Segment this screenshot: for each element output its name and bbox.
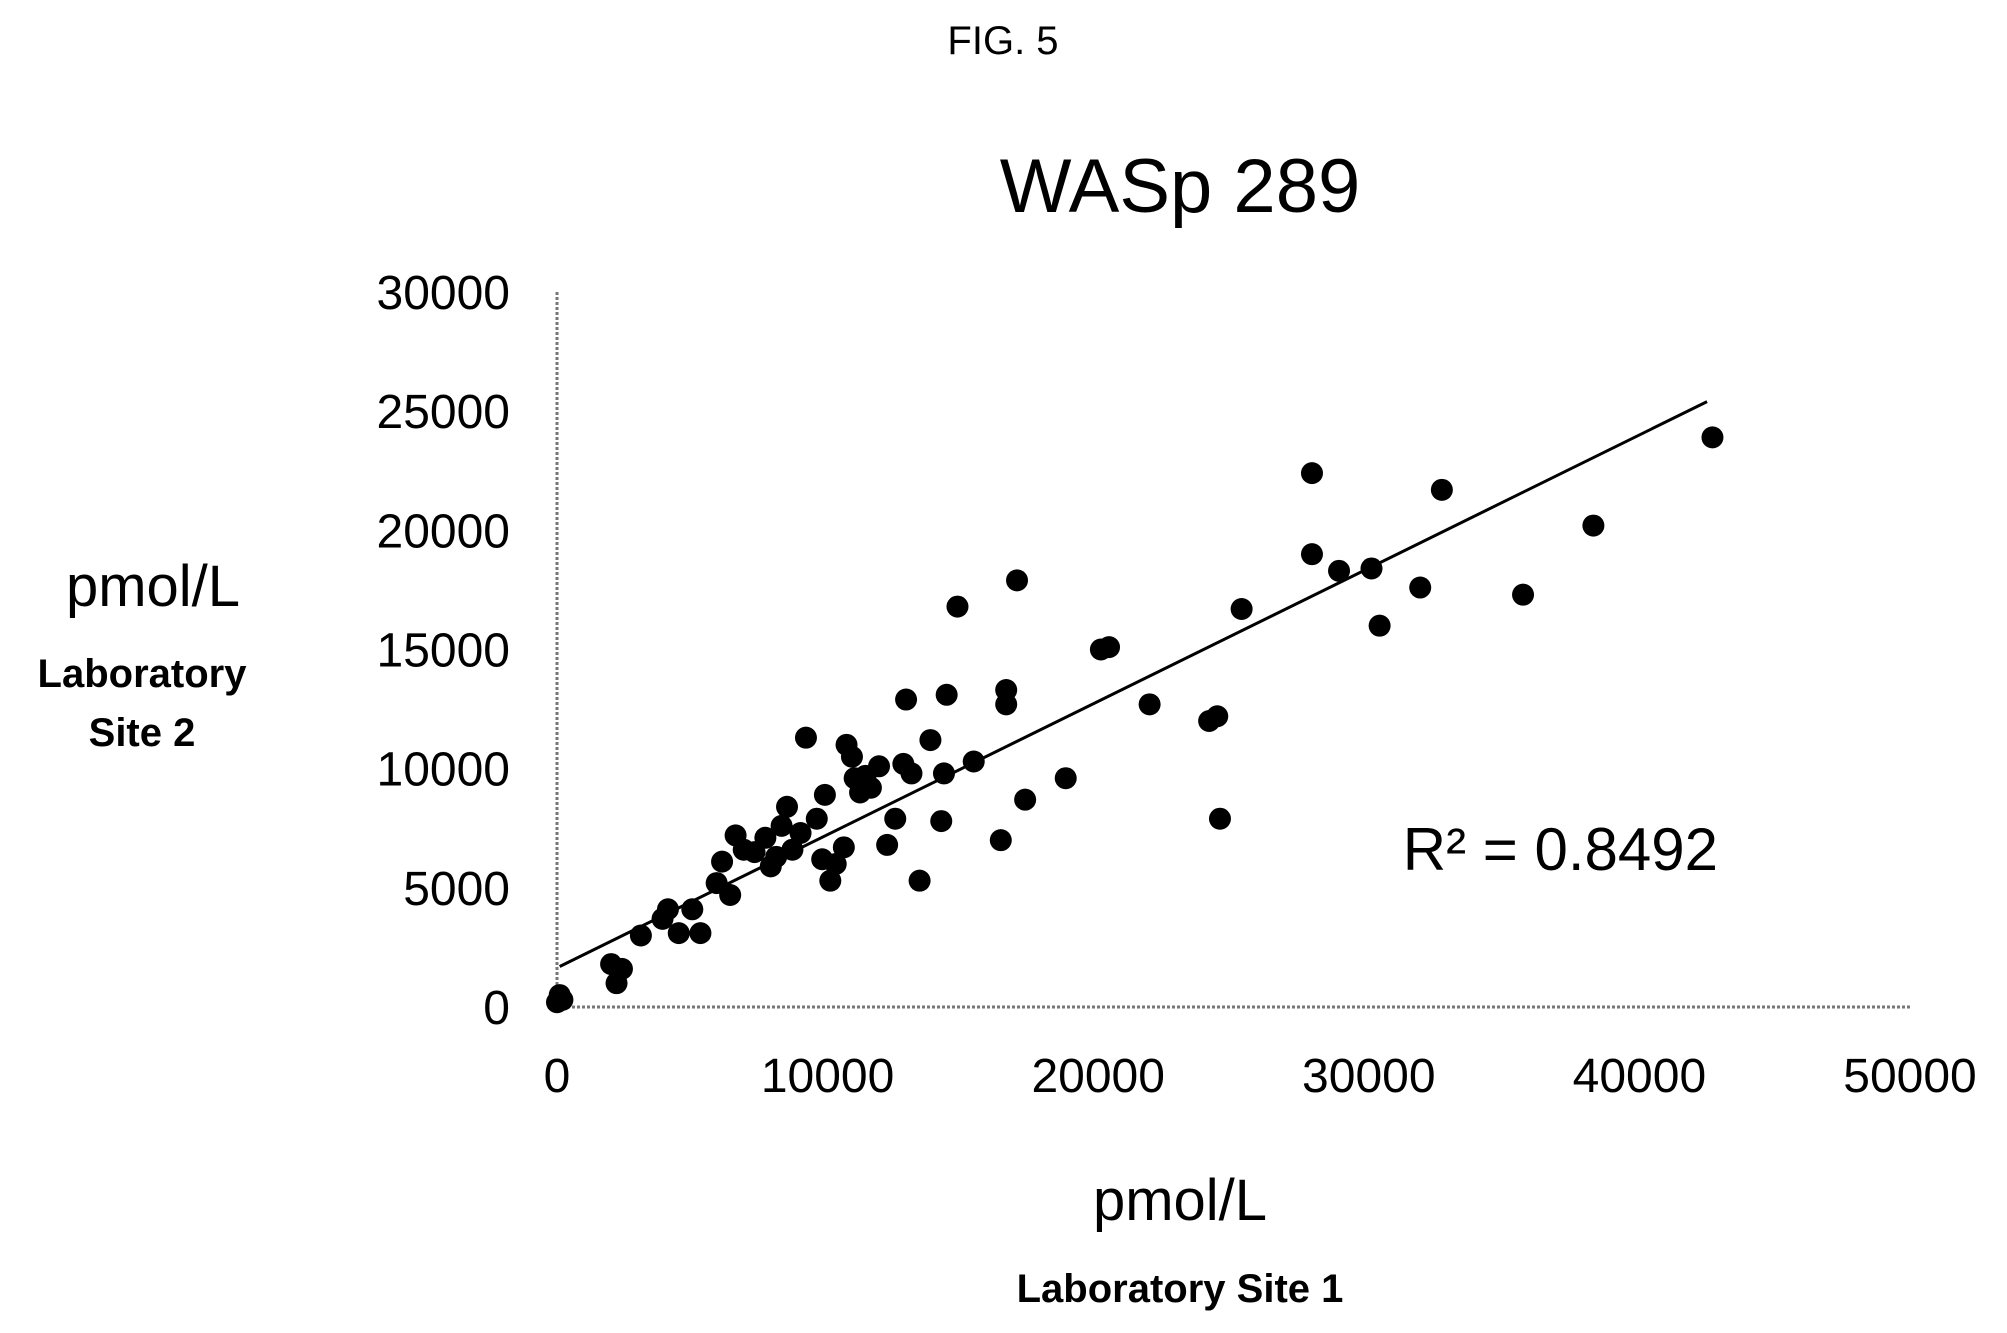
data-point bbox=[1368, 614, 1391, 637]
x-axis-title: pmol/L Laboratory Site 1 bbox=[1017, 1168, 1344, 1311]
data-point bbox=[895, 688, 918, 711]
data-point bbox=[1409, 576, 1432, 599]
data-point bbox=[819, 869, 842, 892]
data-point bbox=[832, 836, 855, 859]
data-point bbox=[930, 810, 953, 833]
y-tick-label: 20000 bbox=[377, 505, 510, 558]
data-point bbox=[1054, 767, 1077, 790]
y-tick-label: 0 bbox=[483, 982, 510, 1035]
data-point bbox=[1138, 693, 1161, 716]
data-point bbox=[1206, 705, 1229, 728]
data-point bbox=[794, 726, 817, 749]
data-point bbox=[1006, 569, 1029, 592]
x-tick-labels: 0 10000 20000 30000 40000 50000 bbox=[544, 1050, 1977, 1103]
data-point bbox=[840, 745, 863, 768]
trendline bbox=[559, 400, 1708, 968]
data-point bbox=[754, 826, 777, 849]
data-point bbox=[1430, 478, 1453, 501]
x-tick-label: 20000 bbox=[1031, 1050, 1164, 1103]
data-point bbox=[667, 922, 690, 945]
y-tick-labels: 0 5000 10000 15000 20000 25000 30000 bbox=[377, 267, 510, 1035]
data-point bbox=[935, 683, 958, 706]
data-point bbox=[789, 822, 812, 845]
data-point bbox=[1208, 807, 1231, 830]
data-point bbox=[900, 762, 923, 785]
data-point bbox=[1328, 559, 1351, 582]
y-tick-label: 30000 bbox=[377, 267, 510, 320]
data-point bbox=[884, 807, 907, 830]
data-point bbox=[776, 795, 799, 818]
x-tick-label: 10000 bbox=[761, 1050, 894, 1103]
y-axis-site-label-line-2: Site 2 bbox=[89, 711, 196, 755]
data-point bbox=[1098, 636, 1121, 659]
y-tick-label: 25000 bbox=[377, 386, 510, 439]
data-point bbox=[908, 869, 931, 892]
r-squared-annotation: R² = 0.8492 bbox=[1403, 816, 1718, 883]
data-point bbox=[876, 833, 899, 856]
x-tick-label: 40000 bbox=[1573, 1050, 1706, 1103]
y-axis-unit-label: pmol/L bbox=[66, 554, 240, 619]
y-tick-label: 15000 bbox=[377, 625, 510, 678]
data-point bbox=[711, 850, 734, 873]
data-point bbox=[1701, 426, 1724, 449]
x-tick-label: 50000 bbox=[1843, 1050, 1976, 1103]
y-axis-title: pmol/L Laboratory Site 2 bbox=[38, 554, 248, 755]
data-point bbox=[813, 783, 836, 806]
data-point bbox=[868, 755, 891, 778]
data-point bbox=[824, 853, 847, 875]
y-tick-label: 10000 bbox=[377, 744, 510, 797]
x-tick-label: 0 bbox=[544, 1050, 571, 1103]
data-point bbox=[1014, 788, 1037, 811]
data-point bbox=[551, 988, 574, 1011]
figure-label: FIG. 5 bbox=[947, 19, 1058, 63]
x-axis-unit-label: pmol/L bbox=[1093, 1168, 1267, 1233]
chart-title: WASp 289 bbox=[1000, 144, 1360, 229]
data-point bbox=[1582, 514, 1605, 537]
data-point bbox=[1230, 597, 1253, 620]
data-point bbox=[919, 729, 942, 752]
data-point bbox=[719, 883, 742, 906]
y-tick-label: 5000 bbox=[403, 863, 510, 916]
data-point bbox=[946, 595, 969, 618]
data-point bbox=[689, 922, 712, 945]
data-point bbox=[1300, 543, 1323, 566]
data-points bbox=[546, 426, 1724, 1014]
x-axis-site-label: Laboratory Site 1 bbox=[1017, 1267, 1344, 1311]
data-point bbox=[989, 829, 1012, 852]
data-point bbox=[1512, 583, 1535, 606]
data-point bbox=[805, 807, 828, 830]
data-point bbox=[859, 776, 882, 799]
data-point bbox=[770, 814, 793, 837]
data-point bbox=[610, 957, 633, 980]
data-point bbox=[995, 679, 1018, 702]
data-point bbox=[1300, 462, 1323, 485]
x-tick-label: 30000 bbox=[1302, 1050, 1435, 1103]
y-axis-site-label-line-1: Laboratory bbox=[38, 652, 248, 696]
